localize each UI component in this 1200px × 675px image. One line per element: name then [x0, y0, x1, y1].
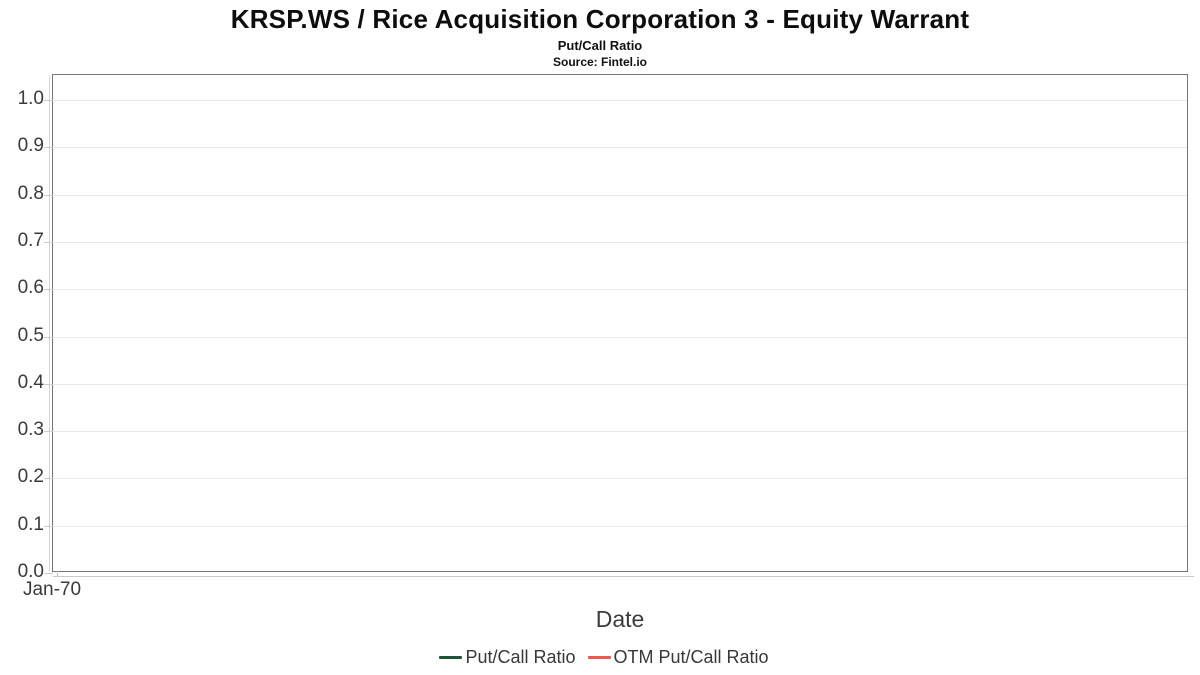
- legend-line-swatch: [587, 655, 611, 659]
- legend-item[interactable]: OTM Put/Call Ratio: [587, 646, 769, 668]
- y-tick-label: 0.3: [17, 419, 44, 440]
- y-tick-label: 0.2: [17, 466, 44, 487]
- y-tick-label: 0.5: [17, 325, 44, 346]
- y-tick-mark: [44, 573, 53, 574]
- chart-header: KRSP.WS / Rice Acquisition Corporation 3…: [0, 0, 1200, 69]
- y-tick-mark: [44, 289, 53, 290]
- legend-label: OTM Put/Call Ratio: [613, 647, 769, 667]
- x-axis-title: Date: [595, 606, 645, 632]
- x-tick-mark: [57, 571, 58, 577]
- gridline: [53, 100, 1187, 101]
- gridline: [53, 337, 1187, 338]
- chart-source: Source: Fintel.io: [552, 55, 647, 69]
- y-tick-mark: [44, 147, 53, 148]
- y-tick-mark: [44, 242, 53, 243]
- plot-area: [44, 74, 1194, 577]
- y-tick-mark: [44, 100, 53, 101]
- gridline: [53, 431, 1187, 432]
- gridline: [53, 195, 1187, 196]
- chart-subtitle: Put/Call Ratio: [557, 38, 643, 53]
- y-tick-mark: [44, 195, 53, 196]
- chart-legend: Put/Call Ratio OTM Put/Call Ratio: [0, 646, 1200, 668]
- y-tick-mark: [44, 431, 53, 432]
- gridline: [53, 384, 1187, 385]
- y-tick-label: 0.6: [17, 277, 44, 298]
- y-tick-mark: [44, 478, 53, 479]
- x-axis-line: [53, 576, 1194, 577]
- gridline: [53, 147, 1187, 148]
- y-tick-mark: [44, 526, 53, 527]
- legend-label: Put/Call Ratio: [465, 647, 576, 667]
- y-tick-label: 1.0: [17, 88, 44, 109]
- y-tick-label: 0.4: [17, 372, 44, 393]
- chart-title: KRSP.WS / Rice Acquisition Corporation 3…: [230, 4, 970, 34]
- gridline: [53, 526, 1187, 527]
- y-tick-label: 0.9: [17, 135, 44, 156]
- legend-line-swatch: [439, 655, 463, 659]
- y-tick-mark: [44, 384, 53, 385]
- x-tick-label: Jan-70: [22, 579, 82, 600]
- legend-item[interactable]: Put/Call Ratio: [439, 646, 576, 668]
- gridline: [53, 242, 1187, 243]
- y-tick-label: 0.0: [17, 561, 44, 582]
- y-tick-label: 0.7: [17, 230, 44, 251]
- y-tick-label: 0.8: [17, 183, 44, 204]
- gridline: [53, 478, 1187, 479]
- y-axis-line: [49, 75, 50, 571]
- y-tick-mark: [44, 337, 53, 338]
- gridline: [53, 289, 1187, 290]
- y-tick-label: 0.1: [17, 514, 44, 535]
